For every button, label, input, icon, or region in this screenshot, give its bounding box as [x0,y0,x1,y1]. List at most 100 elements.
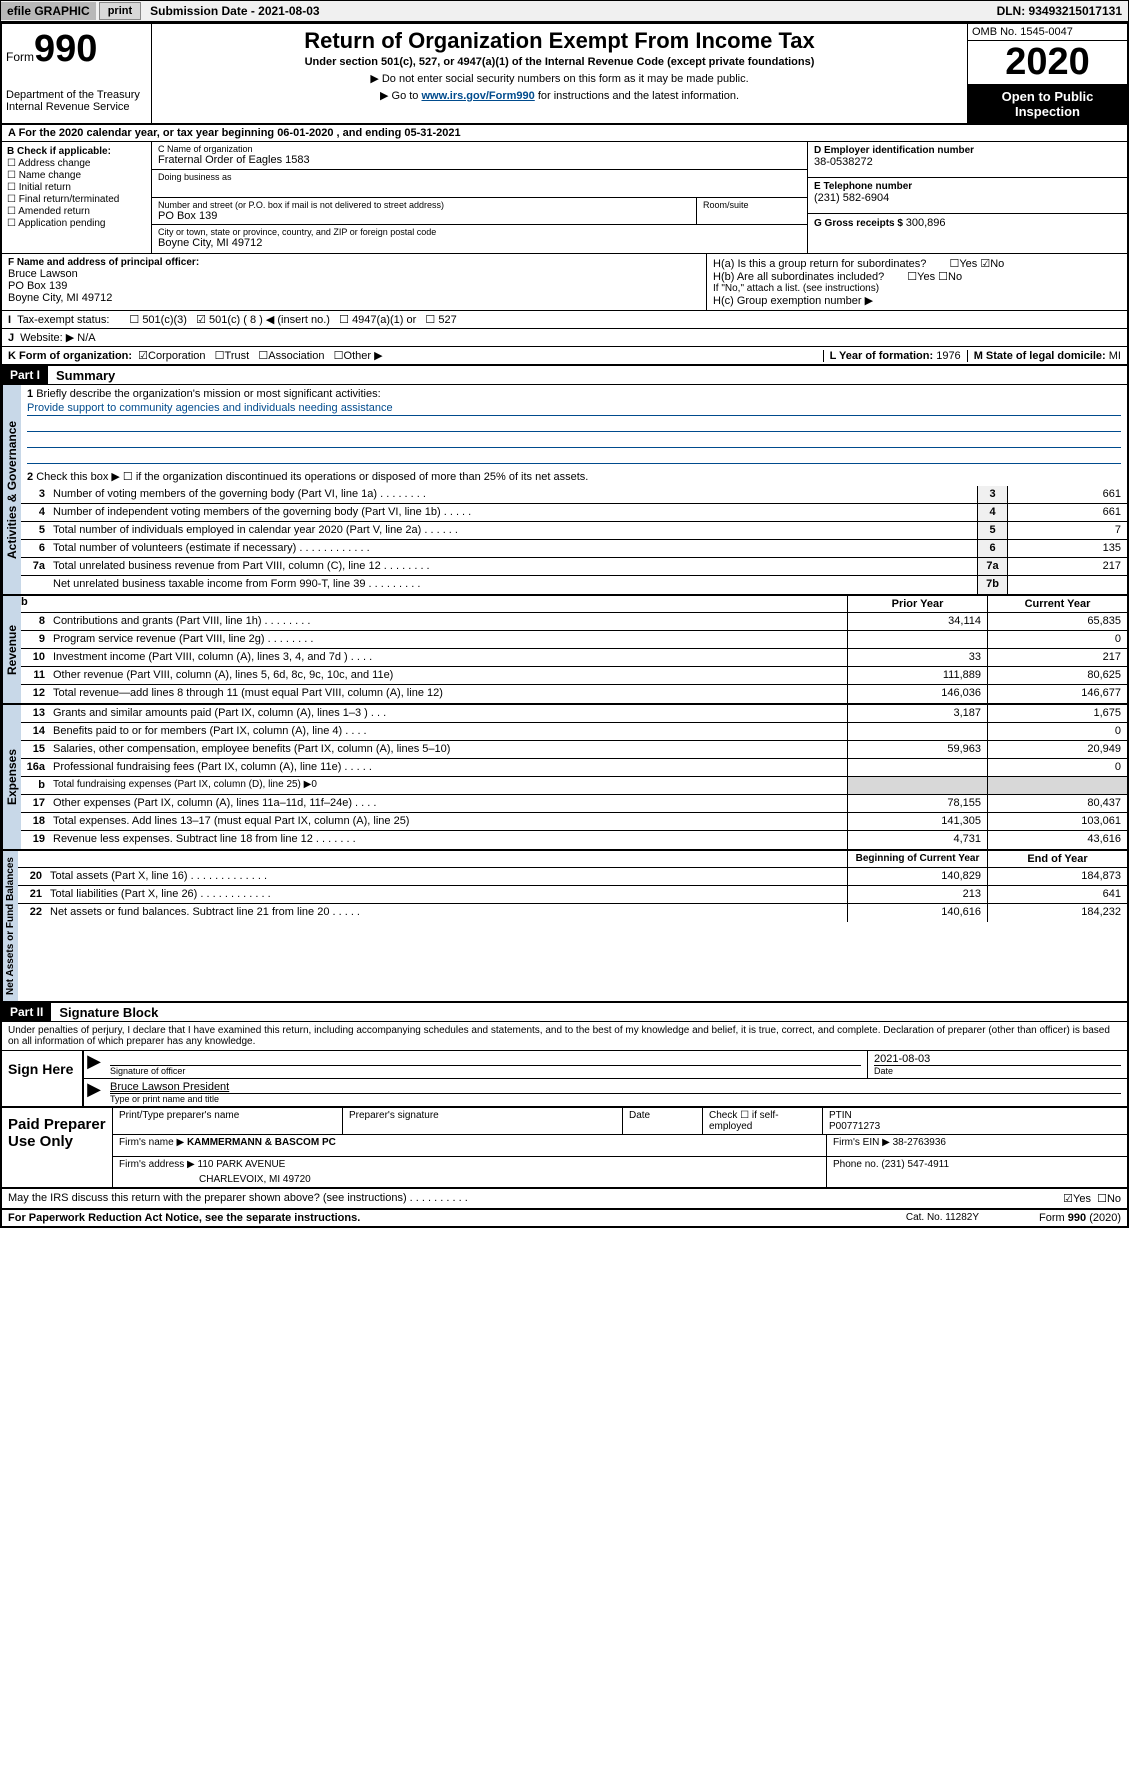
line-i-lbl: I [8,314,11,326]
table-row: 5Total number of individuals employed in… [21,522,1127,540]
org-name-field: C Name of organization Fraternal Order o… [152,142,807,170]
ha-row: H(a) Is this a group return for subordin… [713,257,1121,270]
mission-text: Provide support to community agencies an… [27,402,1121,416]
city-value: Boyne City, MI 49712 [158,237,801,249]
ein-field: D Employer identification number 38-0538… [808,142,1127,178]
street-label: Number and street (or P.O. box if mail i… [158,200,690,210]
room-label: Room/suite [703,200,801,210]
efile-label: efile GRAPHIC [1,2,96,20]
gross-value: 300,896 [906,217,946,229]
col-c: C Name of organization Fraternal Order o… [152,142,807,253]
rev-hdr-b: b [21,596,49,612]
part1-badge: Part I [2,366,48,384]
side-revenue: Revenue [2,596,21,703]
header-center: Return of Organization Exempt From Incom… [152,24,967,123]
sign-here-label: Sign Here [2,1051,82,1106]
table-row: 20Total assets (Part X, line 16) . . . .… [18,868,1127,886]
ein-value: 38-0538272 [814,156,1121,168]
table-row: 7aTotal unrelated business revenue from … [21,558,1127,576]
mission-box: 1 Briefly describe the organization's mi… [21,385,1127,486]
col-b-header: B Check if applicable: [7,146,146,157]
city-label: City or town, state or province, country… [158,227,801,237]
line-m: M State of legal domicile: MI [967,350,1121,362]
hb-note: If "No," attach a list. (see instruction… [713,283,1121,294]
arrow-icon: ▶ [84,1051,104,1078]
side-expenses: Expenses [2,705,21,849]
table-row: bTotal fundraising expenses (Part IX, co… [21,777,1127,795]
line-i-txt: Tax-exempt status: [17,314,109,326]
arrow-icon-2: ▶ [84,1079,104,1106]
side-governance: Activities & Governance [2,385,21,594]
table-row: 12Total revenue—add lines 8 through 11 (… [21,685,1127,703]
print-button[interactable]: print [99,2,141,20]
prep-date-lbl: Date [623,1108,703,1134]
firm-phone-cell: Phone no. (231) 547-4911 [827,1157,1127,1187]
hb-row: H(b) Are all subordinates included? ☐Yes… [713,270,1121,283]
header-left: Form990 Department of the Treasury Inter… [2,24,152,123]
phone-value: (231) 582-6904 [814,192,1121,204]
form-container: Form990 Department of the Treasury Inter… [0,22,1129,1228]
table-row: 6Total number of volunteers (estimate if… [21,540,1127,558]
cb-final: ☐ Final return/terminated [7,194,146,205]
omb-number: OMB No. 1545-0047 [968,24,1127,41]
printed-name-field: Bruce Lawson President Type or print nam… [104,1079,1127,1106]
sig-row-1: ▶ Signature of officer 2021-08-03 Date [84,1051,1127,1079]
expense-section: Expenses 13Grants and similar amounts pa… [2,705,1127,851]
org-name-value: Fraternal Order of Eagles 1583 [158,154,801,166]
table-row: 14Benefits paid to or for members (Part … [21,723,1127,741]
line-j-txt: Website: ▶ [20,331,74,344]
beg-year-hdr: Beginning of Current Year [847,851,987,867]
ein-label: D Employer identification number [814,145,1121,156]
perjury-text: Under penalties of perjury, I declare th… [2,1022,1127,1051]
line-a: A For the 2020 calendar year, or tax yea… [2,125,1127,142]
line-klm: K Form of organization: ☑ Corporation ☐ … [2,347,1127,366]
sign-date: 2021-08-03 [874,1053,1121,1065]
officer-addr2: Boyne City, MI 49712 [8,292,700,304]
q1-text: Briefly describe the organization's miss… [36,388,380,400]
cb-name: ☐ Name change [7,170,146,181]
table-row: 15Salaries, other compensation, employee… [21,741,1127,759]
part2-header: Part II Signature Block [2,1003,1127,1022]
cat-no: Cat. No. 11282Y [906,1212,979,1224]
signature-label: Signature of officer [110,1065,861,1076]
officer-addr1: PO Box 139 [8,280,700,292]
form-number: 990 [34,28,97,70]
part2-title: Signature Block [51,1005,158,1020]
hc-row: H(c) Group exemption number ▶ [713,294,1121,307]
form-word: Form [6,50,34,64]
k-corp: Corporation [148,350,205,362]
form-header: Form990 Department of the Treasury Inter… [2,24,1127,125]
sect-f: F Name and address of principal officer:… [2,254,707,310]
city-field: City or town, state or province, country… [152,225,807,253]
table-row: 11Other revenue (Part VIII, column (A), … [21,667,1127,685]
firm-addr-cell: Firm's address ▶ 110 PARK AVENUE CHARLEV… [113,1157,827,1187]
governance-section: Activities & Governance 1 Briefly descri… [2,385,1127,596]
col-de: D Employer identification number 38-0538… [807,142,1127,253]
rev-header-row: b Prior Year Current Year [21,596,1127,613]
self-emp-lbl: Check ☐ if self-employed [703,1108,823,1134]
end-year-hdr: End of Year [987,851,1127,867]
table-row: 8Contributions and grants (Part VIII, li… [21,613,1127,631]
sign-fields: ▶ Signature of officer 2021-08-03 Date ▶… [82,1051,1127,1106]
q2-num: 2 [27,471,33,483]
irs-link[interactable]: www.irs.gov/Form990 [421,90,534,102]
officer-label: F Name and address of principal officer: [8,257,700,268]
form-title: Return of Organization Exempt From Incom… [160,28,959,54]
preparer-label: Paid Preparer Use Only [2,1108,112,1187]
cb-initial: ☐ Initial return [7,182,146,193]
prep-sig-lbl: Preparer's signature [343,1108,623,1134]
line-k-lbl: K Form of organization: [8,350,132,362]
table-row: 9Program service revenue (Part VIII, lin… [21,631,1127,649]
table-row: 17Other expenses (Part IX, column (A), l… [21,795,1127,813]
street-value: PO Box 139 [158,210,690,222]
part2-badge: Part II [2,1003,51,1021]
officer-name: Bruce Lawson [8,268,700,280]
cb-address: ☐ Address change [7,158,146,169]
dept-label: Department of the Treasury Internal Reve… [6,89,147,113]
table-row: 18Total expenses. Add lines 13–17 (must … [21,813,1127,831]
open-inspection: Open to Public Inspection [968,85,1127,123]
tax-status-opts: ☐ 501(c)(3) ☑ 501(c) ( 8 ) ◀ (insert no.… [129,313,456,326]
address-row: Number and street (or P.O. box if mail i… [152,198,807,225]
phone-label: E Telephone number [814,181,1121,192]
line-j: J Website: ▶ N/A [2,329,1127,347]
